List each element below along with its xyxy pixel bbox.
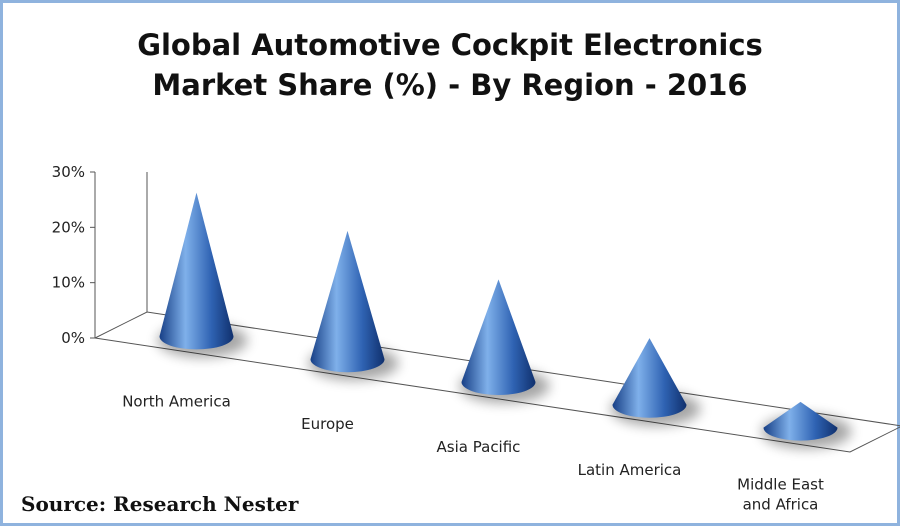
cone-middle-east-and-africa bbox=[763, 401, 838, 441]
category-label: North America bbox=[122, 392, 231, 410]
source-note: Source: Research Nester bbox=[21, 492, 299, 516]
chart-title: Global Automotive Cockpit Electronics Ma… bbox=[3, 25, 897, 105]
y-tick-label: 10% bbox=[52, 274, 85, 292]
category-label: Middle East and Africa bbox=[737, 476, 824, 514]
chart-title-line-1: Global Automotive Cockpit Electronics bbox=[137, 28, 763, 62]
category-label-line: Middle East bbox=[737, 476, 824, 494]
cone-series bbox=[159, 192, 838, 441]
cone-europe bbox=[310, 230, 385, 373]
floor-outline bbox=[93, 311, 900, 453]
y-axis-ticks: 0% 10% 20% 30% bbox=[52, 163, 95, 347]
category-label: Europe bbox=[301, 415, 354, 433]
category-label-line: Latin America bbox=[578, 461, 682, 479]
category-label-line: Asia Pacific bbox=[437, 438, 521, 456]
category-label: Asia Pacific bbox=[437, 438, 521, 456]
cone-north-america bbox=[159, 192, 234, 350]
y-tick-label: 30% bbox=[52, 163, 85, 181]
category-label-line: and Africa bbox=[743, 496, 819, 514]
y-tick-label: 20% bbox=[52, 218, 85, 236]
category-label-line: North America bbox=[122, 392, 231, 410]
y-tick-label: 0% bbox=[61, 329, 85, 347]
category-label: Latin America bbox=[578, 461, 682, 479]
chart-title-line-2: Market Share (%) - By Region - 2016 bbox=[152, 68, 748, 102]
chart-axes bbox=[93, 172, 900, 453]
category-labels: North America Europe Asia Pacific Latin Ame… bbox=[122, 392, 824, 513]
cone-asia-pacific bbox=[461, 279, 536, 396]
category-label-line: Europe bbox=[301, 415, 354, 433]
cone-latin-america bbox=[612, 338, 687, 418]
